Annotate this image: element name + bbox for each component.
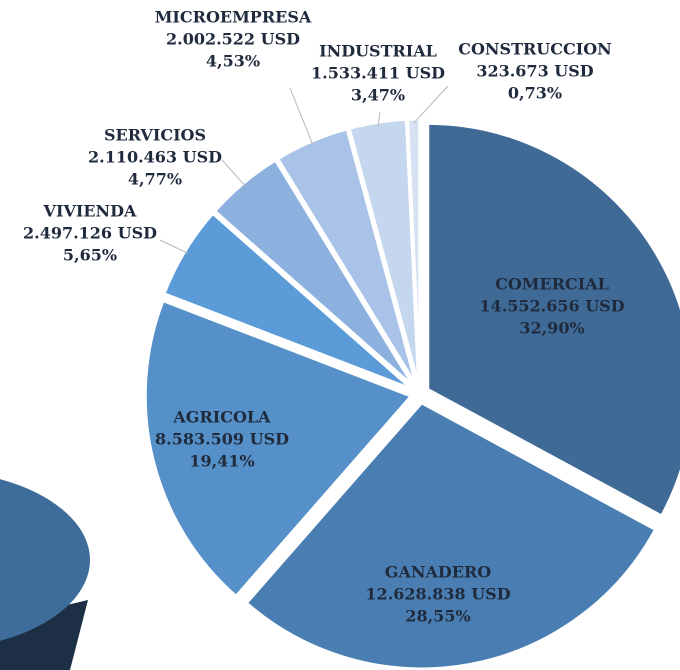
fragment-top — [0, 479, 90, 641]
leader-line — [289, 87, 314, 146]
slice-percent-label: 4,53% — [206, 52, 260, 71]
slice-percent-label: 3,47% — [351, 86, 405, 105]
slice-amount-label: 323.673 USD — [476, 62, 593, 81]
cropped-pie-fragment — [0, 479, 90, 670]
slice-amount-label: 1.533.411 USD — [311, 64, 445, 83]
slice-amount-label: 8.583.509 USD — [155, 430, 289, 449]
slice-category-label: GANADERO — [385, 563, 491, 582]
leader-line — [377, 111, 381, 127]
pie-slice — [143, 298, 414, 599]
slice-category-label: INDUSTRIAL — [319, 42, 437, 61]
slice-category-label: COMERCIAL — [495, 275, 609, 294]
slice-category-label: CONSTRUCCION — [458, 40, 612, 59]
slice-percent-label: 5,65% — [63, 246, 117, 265]
leader-line — [159, 239, 189, 254]
slice-amount-label: 2.110.463 USD — [88, 148, 222, 167]
slice-percent-label: 19,41% — [189, 452, 254, 471]
pie-slice — [426, 121, 680, 519]
slice-percent-label: 0,73% — [508, 84, 562, 103]
slice-percent-label: 28,55% — [405, 607, 470, 626]
slice-category-label: AGRICOLA — [172, 408, 271, 427]
slice-amount-label: 14.552.656 USD — [479, 297, 624, 316]
slice-amount-label: 2.002.522 USD — [166, 30, 300, 49]
slice-category-label: MICROEMPRESA — [155, 8, 312, 27]
slice-amount-label: 12.628.838 USD — [365, 585, 510, 604]
slice-amount-label: 2.497.126 USD — [23, 224, 157, 243]
slice-category-label: SERVICIOS — [104, 126, 206, 145]
slice-percent-label: 32,90% — [519, 319, 584, 338]
pie-slice — [244, 400, 658, 670]
leader-line — [413, 85, 449, 124]
leader-line — [221, 159, 247, 187]
pie-slice — [406, 117, 422, 386]
slice-category-label: VIVIENDA — [43, 202, 137, 221]
slice-percent-label: 4,77% — [128, 170, 182, 189]
